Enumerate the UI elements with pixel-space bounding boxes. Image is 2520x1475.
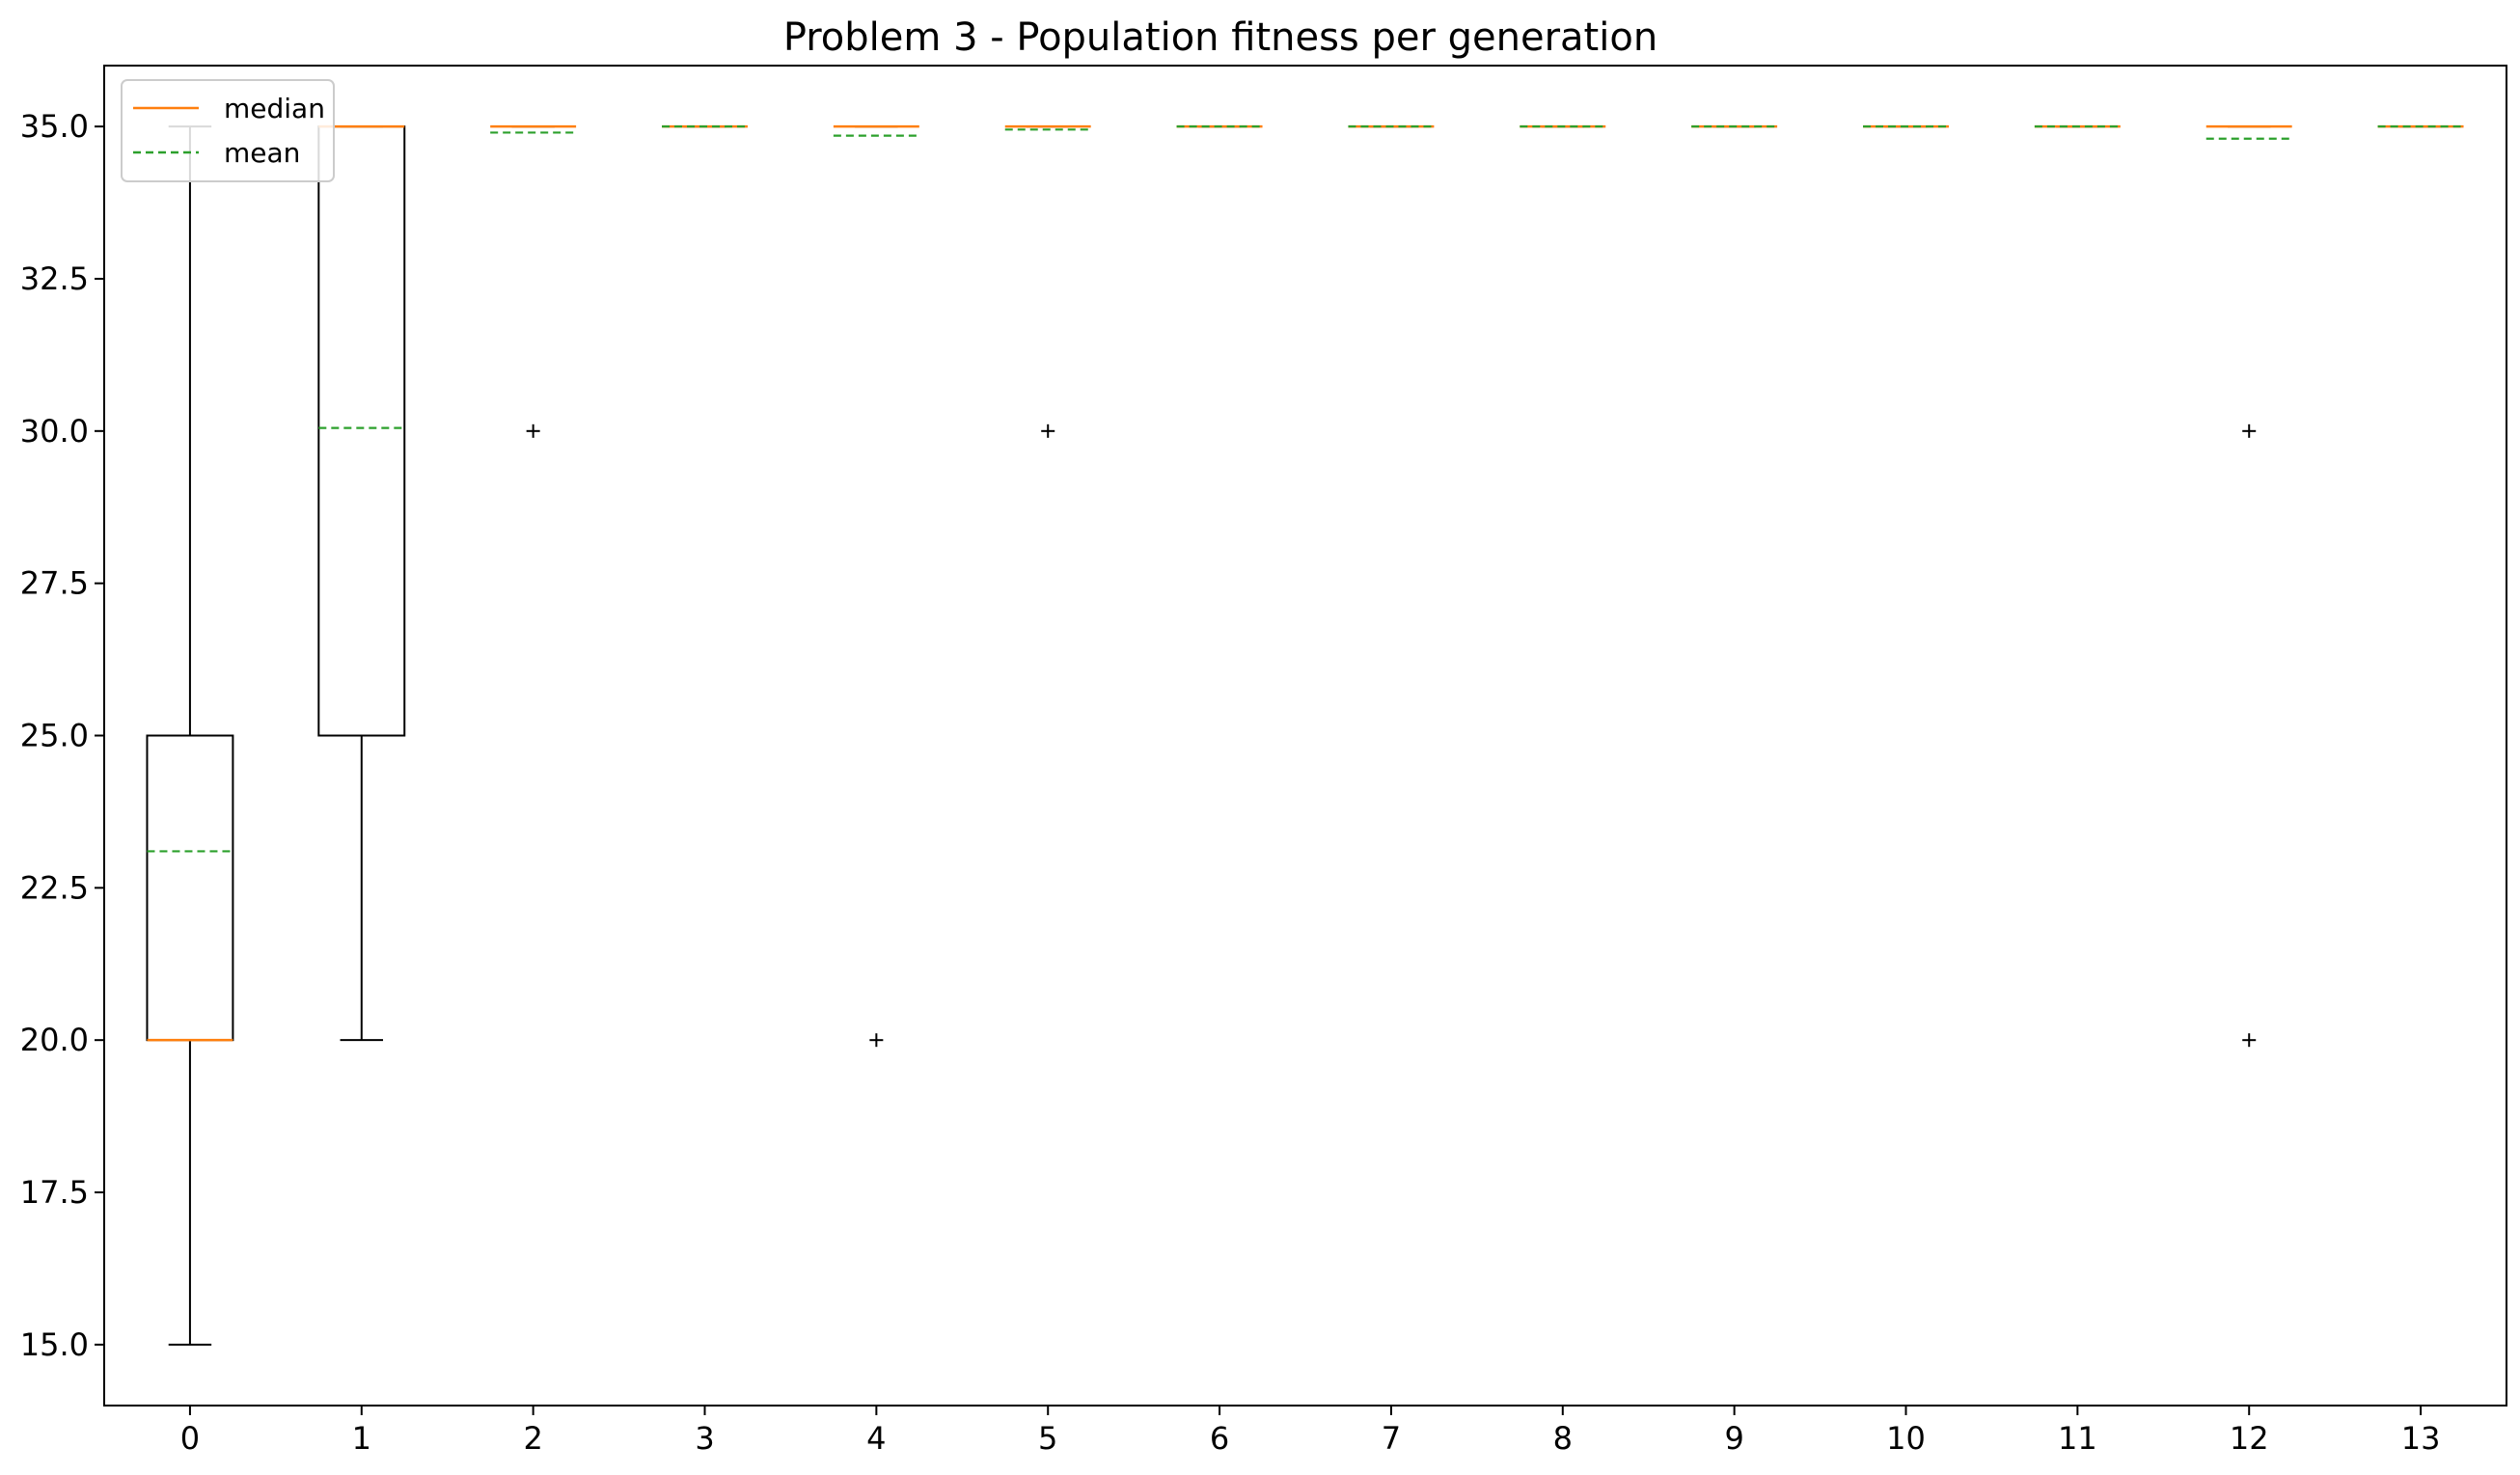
x-tick-label-1: 1 xyxy=(352,1420,371,1457)
x-tick-label-0: 0 xyxy=(180,1420,200,1457)
x-tick-label-2: 2 xyxy=(523,1420,542,1457)
box-group-1 xyxy=(317,124,406,1042)
box-group-2 xyxy=(490,124,577,438)
y-tick-label-1: 17.5 xyxy=(20,1174,89,1211)
outlier-5-0 xyxy=(1041,423,1055,438)
box-group-5 xyxy=(1004,124,1091,438)
x-tick-label-6: 6 xyxy=(1210,1420,1229,1457)
x-tick-label-8: 8 xyxy=(1553,1420,1573,1457)
legend-mean-label: mean xyxy=(224,137,300,169)
y-tick-label-7: 32.5 xyxy=(20,260,89,297)
legend: median mean xyxy=(121,79,335,182)
outlier-4-0 xyxy=(869,1033,884,1048)
outlier-12-0 xyxy=(2242,423,2257,438)
x-tick-label-4: 4 xyxy=(866,1420,886,1457)
x-tick-label-11: 11 xyxy=(2058,1420,2097,1457)
y-tick-label-4: 25.0 xyxy=(20,718,89,754)
box-group-12 xyxy=(2205,124,2292,1048)
box-group-4 xyxy=(833,124,919,1048)
y-tick-label-2: 20.0 xyxy=(20,1022,89,1058)
y-tick-label-5: 27.5 xyxy=(20,565,89,602)
x-tick-label-12: 12 xyxy=(2230,1420,2269,1457)
chart-title: Problem 3 - Population fitness per gener… xyxy=(783,15,1657,60)
x-tick-label-7: 7 xyxy=(1382,1420,1401,1457)
y-tick-label-3: 22.5 xyxy=(20,869,89,906)
y-tick-label-0: 15.0 xyxy=(20,1326,89,1363)
axis-ticks: 0 1 2 3 4 5 6 7 8 9 10 11 12 1315.017.520.022.525.027… xyxy=(20,108,2441,1457)
legend-median-label: median xyxy=(224,93,325,124)
y-tick-label-6: 30.0 xyxy=(20,413,89,450)
box-group-0 xyxy=(146,125,234,1346)
x-tick-label-10: 10 xyxy=(1886,1420,1926,1457)
outlier-12-1 xyxy=(2242,1033,2257,1048)
y-tick-label-8: 35.0 xyxy=(20,108,89,145)
x-tick-label-3: 3 xyxy=(695,1420,714,1457)
legend-frame xyxy=(121,79,335,182)
x-tick-label-13: 13 xyxy=(2401,1420,2441,1457)
x-tick-label-9: 9 xyxy=(1724,1420,1743,1457)
x-tick-label-5: 5 xyxy=(1038,1420,1057,1457)
plot-area xyxy=(146,124,2464,1346)
outlier-2-0 xyxy=(526,423,540,438)
